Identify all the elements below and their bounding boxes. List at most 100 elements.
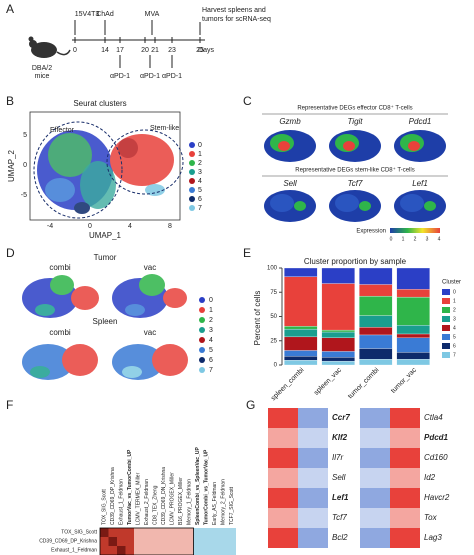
heatmap-cell xyxy=(313,428,328,448)
heatmap-cell xyxy=(227,537,236,546)
heatmap: TOX_SIG_Scott CD39_CD69_DP_Krishna Exhaust… xyxy=(39,447,236,555)
legend-label: 1 xyxy=(198,151,202,158)
colorbar xyxy=(390,228,440,233)
heatmap-cell xyxy=(298,468,313,488)
heatmap-cell xyxy=(298,508,313,528)
legend-label: 4 xyxy=(198,178,202,185)
column-label: Memory_2_Feldman xyxy=(221,479,227,525)
heatmap-cell xyxy=(390,528,405,548)
colorbar-tick: 2 xyxy=(414,236,417,242)
heatmap-cell xyxy=(313,508,328,528)
bar-segment xyxy=(284,336,318,351)
legend-swatch xyxy=(189,151,195,157)
treatment-label: αPD-1 xyxy=(110,73,130,80)
column-label: Exhaust_1_Feldman xyxy=(119,479,125,525)
bar-segment xyxy=(359,359,393,366)
legend-swatch xyxy=(442,325,450,331)
bar-segment xyxy=(396,333,430,338)
group-title: Tumor xyxy=(94,253,117,262)
header: Representative DEGs effector CD8⁺ T-cell… xyxy=(297,105,412,112)
gene-label: Pdcd1 xyxy=(409,117,432,126)
column-label: TumorCombi_vs_TumorVac_UP xyxy=(204,449,210,525)
heatmap-cell xyxy=(168,546,177,555)
bar-segment xyxy=(396,337,430,353)
heatmap-cell xyxy=(176,537,185,546)
gene-label: Klf2 xyxy=(332,433,348,442)
x-axis-label: UMAP_1 xyxy=(89,231,122,240)
bar-segment xyxy=(396,325,430,335)
heatmap-cell xyxy=(268,508,283,528)
y-tick-label: 0 xyxy=(274,363,278,369)
heatmap-cell xyxy=(219,528,228,537)
bar-segment xyxy=(359,267,393,285)
heatmap-cell xyxy=(108,546,117,555)
legend-label: 6 xyxy=(198,196,202,203)
bar-segment xyxy=(359,348,393,360)
mouse-label: DBA/2 xyxy=(32,65,52,72)
heatmap-cell xyxy=(405,508,420,528)
heatmap-cell xyxy=(405,448,420,468)
bar-segment xyxy=(396,359,430,366)
gene-label: Sell xyxy=(332,473,346,482)
gene-label: Cd160 xyxy=(424,453,448,462)
y-axis-label: Percent of cells xyxy=(253,291,262,346)
legend-swatch xyxy=(199,347,205,353)
gene-label: Ctla4 xyxy=(424,413,443,422)
legend-swatch xyxy=(199,317,205,323)
day-label: 14 xyxy=(101,47,109,54)
heatmap-cell xyxy=(185,528,194,537)
legend-label: 6 xyxy=(453,343,456,349)
heatmap-cell xyxy=(405,528,420,548)
heatmap-cell xyxy=(375,488,390,508)
colorbar-label: Expression xyxy=(356,229,386,235)
heatmap-cell xyxy=(360,488,375,508)
heatmap-cell xyxy=(268,448,283,468)
row-label: CD39_CD69_DP_Krishna xyxy=(39,538,97,544)
heatmap-cell xyxy=(117,537,126,546)
heatmap-cell xyxy=(227,528,236,537)
legend-label: 5 xyxy=(453,334,456,340)
heatmap-cell xyxy=(108,537,117,546)
legend-swatch xyxy=(442,343,450,349)
heatmap-cell xyxy=(268,408,283,428)
x-tick-label: 0 xyxy=(88,223,92,230)
gene-label: Sell xyxy=(283,179,297,188)
heatmap: Ccr7 Klf2 Il7r Sell Lef1 Tcf7 Bcl2 Ctla4 Pdcd1 Cd… xyxy=(268,408,450,548)
bar-segment xyxy=(321,267,355,284)
legend-label: 1 xyxy=(453,298,456,304)
y-tick-label: 25 xyxy=(270,338,277,344)
heatmap-cell xyxy=(142,537,151,546)
heatmap-cell xyxy=(390,448,405,468)
legend-label: 4 xyxy=(453,325,456,331)
heatmap-cell xyxy=(360,508,375,528)
x-tick-label: 4 xyxy=(128,223,132,230)
legend-swatch xyxy=(189,187,195,193)
bar-segment xyxy=(284,359,318,366)
y-tick-label: -5 xyxy=(21,192,27,199)
colorbar-tick: 4 xyxy=(438,236,441,242)
feature-map xyxy=(270,194,294,212)
heatmap-cell xyxy=(390,428,405,448)
heatmap-cell xyxy=(100,537,109,546)
axes-legend: -4 0 4 8 5 0 -5 0 1 2 3 4 5 6 7 xyxy=(21,132,202,230)
column-label: Early_AS_Feldman xyxy=(212,482,218,525)
heatmap-cell xyxy=(375,468,390,488)
heatmap-cell xyxy=(202,528,211,537)
bar-segment xyxy=(284,350,318,357)
heatmap-cell xyxy=(390,488,405,508)
feature-plots: Gzmb Sell Tigit Tcf7 Pdcd1 Lef1 0 1 2 3 4 xyxy=(264,117,446,242)
heatmap-cell xyxy=(134,528,143,537)
bar-segment xyxy=(359,334,393,349)
panel-label: F xyxy=(6,398,13,412)
heatmap-cell xyxy=(283,528,298,548)
heatmap-cell xyxy=(313,528,328,548)
heatmap-cell xyxy=(283,448,298,468)
treatment-label: αPD-1 xyxy=(162,73,182,80)
panel-label: G xyxy=(246,398,255,412)
legend-label: 7 xyxy=(453,352,456,358)
legend-label: 3 xyxy=(198,169,202,176)
legend-label: 0 xyxy=(198,142,202,149)
feature-map xyxy=(359,201,371,211)
